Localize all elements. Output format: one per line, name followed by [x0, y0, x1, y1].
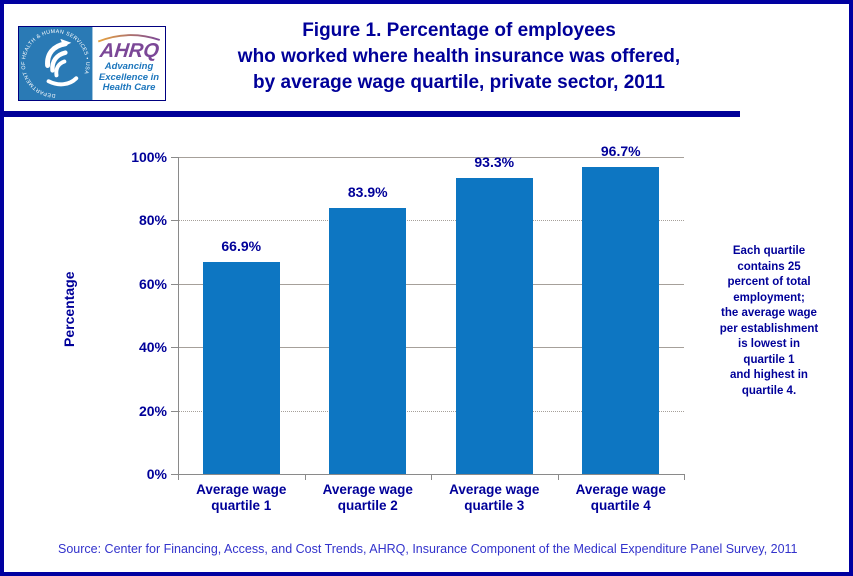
category-label-line: Average wage	[196, 482, 287, 497]
x-axis-tick	[431, 474, 432, 480]
ahrq-logo-panel: AHRQ Advancing Excellence in Health Care	[92, 27, 165, 100]
y-tick-label: 100%	[131, 149, 167, 165]
bar-value-label: 96.7%	[600, 143, 641, 160]
category-label: Average wage quartile 2	[305, 482, 432, 514]
source-text: Source: Center for Financing, Access, an…	[58, 542, 798, 556]
bar-value-label: 93.3%	[474, 154, 515, 171]
category-label-line: quartile 2	[337, 498, 398, 513]
y-axis-tick	[171, 474, 178, 475]
ahrq-tagline-line: Advancing	[104, 61, 154, 72]
bar-value-label: 83.9%	[347, 184, 388, 201]
category-label-line: Average wage	[575, 482, 666, 497]
bar	[329, 208, 407, 474]
y-tick-label: 60%	[138, 275, 167, 292]
y-axis-tick	[171, 220, 178, 222]
y-axis-title: Percentage	[61, 271, 77, 347]
ahrq-tagline: Advancing Excellence in Health Care	[98, 61, 160, 94]
ahrq-hhs-logo: DEPARTMENT OF HEALTH & HUMAN SERVICES • …	[18, 26, 166, 101]
category-label: Average wage quartile 3	[431, 482, 558, 514]
annotation-note-line: Each quartile	[732, 245, 806, 257]
hhs-seal-icon: DEPARTMENT OF HEALTH & HUMAN SERVICES • …	[19, 27, 92, 100]
gridline	[179, 410, 684, 412]
y-axis-tick	[171, 157, 178, 158]
figure-title: Figure 1. Percentage of employees who wo…	[114, 18, 804, 96]
annotation-note-line: the average wage	[721, 307, 817, 319]
gridline	[179, 220, 684, 222]
hhs-eagle-head-icon	[60, 38, 72, 47]
annotation-note-line: per establishment	[719, 322, 819, 335]
annotation-note-line: percent of total	[727, 276, 811, 288]
category-label-line: quartile 4	[590, 498, 651, 513]
y-tick-label: 40%	[138, 339, 167, 356]
y-axis-tick	[171, 283, 178, 285]
category-label-line: quartile 3	[464, 498, 525, 513]
annotation-note-line: employment;	[733, 291, 805, 304]
header-divider	[4, 111, 740, 117]
figure-title-line-3: by average wage quartile, private sector…	[253, 72, 665, 93]
ahrq-tagline-line: Health Care	[102, 82, 156, 93]
y-tick-label: 80%	[138, 212, 167, 229]
category-label: Average wage quartile 4	[558, 482, 685, 514]
annotation-note-line: quartile 4.	[741, 384, 797, 397]
bar	[582, 167, 660, 474]
ahrq-tagline-line: Excellence in	[98, 71, 160, 83]
x-axis-tick	[304, 474, 306, 480]
annotation-note-line: quartile 1	[743, 353, 795, 366]
category-label-line: Average wage	[449, 482, 540, 497]
annotation-note-line: and highest in	[730, 369, 808, 381]
category-label: Average wage quartile 1	[178, 482, 305, 514]
ahrq-arc-icon	[94, 30, 164, 43]
y-tick-label: 20%	[138, 402, 167, 419]
annotation-note-line: contains 25	[737, 260, 801, 273]
bar	[202, 261, 280, 474]
bar	[455, 178, 533, 474]
x-axis-tick	[684, 474, 685, 480]
category-label-line: Average wage	[322, 482, 413, 497]
gridline	[179, 347, 684, 349]
annotation-note-line: is lowest in	[738, 338, 800, 350]
y-axis-tick	[171, 347, 178, 349]
category-label-line: quartile 1	[211, 498, 272, 513]
y-axis-line	[178, 157, 179, 480]
bar-value-label: 66.9%	[221, 237, 262, 254]
figure-title-line-1: Figure 1. Percentage of employees	[302, 20, 616, 41]
gridline	[179, 157, 684, 158]
x-axis-tick	[557, 474, 559, 480]
hhs-eagle-icon	[45, 41, 79, 87]
figure-title-line-2: who worked where health insurance was of…	[237, 46, 681, 67]
gridline	[179, 283, 684, 285]
y-tick-label: 0%	[146, 466, 167, 482]
y-axis-tick	[171, 410, 178, 412]
annotation-note: Each quartile contains 25 percent of total…	[694, 244, 844, 399]
